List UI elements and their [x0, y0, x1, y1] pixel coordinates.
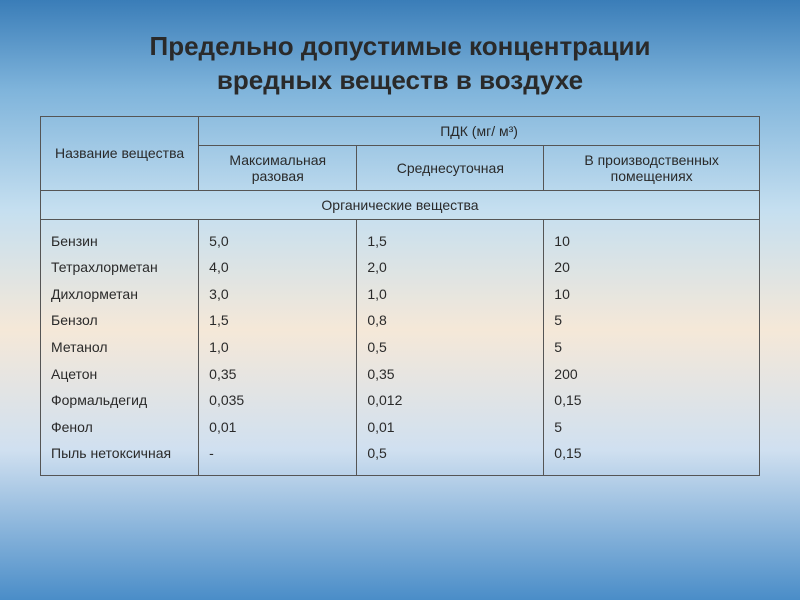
daily-values-cell: 1,52,01,00,80,50,350,0120,010,5 — [357, 219, 544, 475]
header-max-single: Максимальная разовая — [199, 145, 357, 190]
section-row: Органические вещества — [41, 190, 760, 219]
header-industrial: В производственных помещениях — [544, 145, 760, 190]
industrial-values-cell: 102010552000,1550,15 — [544, 219, 760, 475]
concentration-table: Название вещества ПДК (мг/ м³) Максималь… — [40, 116, 760, 476]
data-row: БензинТетрахлорметанДихлорметанБензолМет… — [41, 219, 760, 475]
substances-cell: БензинТетрахлорметанДихлорметанБензолМет… — [41, 219, 199, 475]
slide-title: Предельно допустимые концентрации вредны… — [40, 30, 760, 98]
title-line-1: Предельно допустимые концентрации — [150, 31, 651, 61]
header-substance: Название вещества — [41, 116, 199, 190]
header-pdk: ПДК (мг/ м³) — [199, 116, 760, 145]
header-row-1: Название вещества ПДК (мг/ м³) — [41, 116, 760, 145]
title-line-2: вредных веществ в воздухе — [217, 65, 583, 95]
header-daily-avg: Среднесуточная — [357, 145, 544, 190]
section-header: Органические вещества — [41, 190, 760, 219]
max-values-cell: 5,04,03,01,51,00,350,0350,01- — [199, 219, 357, 475]
